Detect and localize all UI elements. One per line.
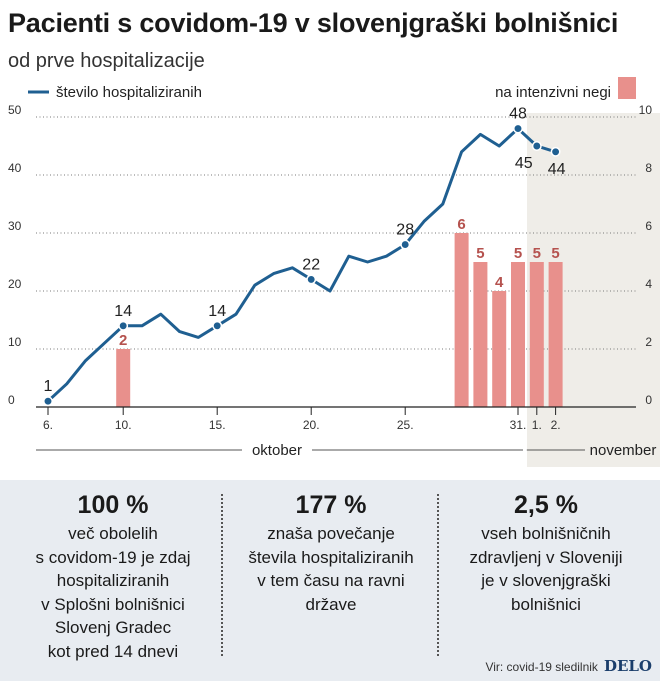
line-point-marker xyxy=(400,239,411,250)
bar-value-label: 6 xyxy=(457,216,465,233)
stat-line: države xyxy=(305,594,357,614)
line-point-label: 1 xyxy=(44,378,53,395)
line-point-label: 48 xyxy=(509,106,527,123)
x-axis-tick-label: 10. xyxy=(115,418,132,432)
line-point-label: 28 xyxy=(396,222,414,239)
line-point-marker xyxy=(212,320,223,331)
month-label: oktober xyxy=(252,442,302,459)
stat-block-1: 100 % več obolelih s covidom-19 je zdaj … xyxy=(8,490,218,663)
bar-value-label: 5 xyxy=(551,245,559,262)
stat-line: hospitaliziranih xyxy=(56,571,170,590)
line-point-marker xyxy=(531,141,542,151)
stat-line: Slovenj Gradec xyxy=(54,618,172,637)
right-axis-tick-label: 0 xyxy=(645,393,652,407)
stat-line: bolnišnici xyxy=(511,594,581,614)
stat-value: 100 % xyxy=(77,491,149,519)
stat-value: 177 % xyxy=(295,491,367,519)
right-axis-tick-label: 6 xyxy=(645,219,652,233)
x-axis-tick-label: 1. xyxy=(532,418,542,432)
line-point-marker xyxy=(306,274,317,285)
x-axis-tick-label: 31. xyxy=(510,418,527,432)
divider xyxy=(221,494,223,656)
month-label: november xyxy=(590,442,657,459)
stat-line: zdravljenj v Sloveniji xyxy=(469,547,623,567)
left-axis-tick-label: 40 xyxy=(8,161,22,175)
month-label-background xyxy=(242,438,312,460)
x-axis-tick-label: 25. xyxy=(397,418,414,432)
bar-value-label: 4 xyxy=(495,274,504,291)
legend-line-label: število hospitaliziranih xyxy=(56,84,202,101)
chart-subtitle: od prve hospitalizacije xyxy=(8,50,205,72)
stat-description: vseh bolnišničnih zdravljenj v Sloveniji… xyxy=(441,522,651,616)
intensive-care-bar xyxy=(548,262,563,407)
x-axis-tick-label: 15. xyxy=(209,418,226,432)
line-point-marker xyxy=(513,123,523,134)
legend-bar-label: na intenzivni negi xyxy=(495,84,611,101)
bar-value-label: 5 xyxy=(533,245,541,262)
source-text: Vir: covid-19 sledilnik xyxy=(485,660,598,674)
left-axis-tick-label: 20 xyxy=(8,277,22,291)
right-axis-tick-label: 4 xyxy=(645,277,652,291)
line-point-marker xyxy=(118,320,129,331)
stats-panel: 100 % več obolelih s covidom-19 je zdaj … xyxy=(0,480,660,681)
line-point-label: 14 xyxy=(114,303,132,320)
intensive-care-bar xyxy=(116,349,131,407)
stat-line: v Splošni bolnišnici xyxy=(41,594,185,614)
intensive-care-bar xyxy=(492,291,507,407)
bar-value-label: 5 xyxy=(514,245,522,262)
line-point-label: 14 xyxy=(208,303,226,320)
stat-line: kot pred 14 dnevi xyxy=(47,641,179,661)
stat-line: je v slovenjgraški xyxy=(481,571,611,590)
stat-line: več obolelih xyxy=(68,524,158,543)
legend-bar-swatch xyxy=(618,77,636,99)
stat-line: v tem času na ravni xyxy=(257,571,405,590)
right-axis-tick-label: 2 xyxy=(645,335,652,349)
stat-block-3: 2,5 % vseh bolnišničnih zdravljenj v Slo… xyxy=(441,490,651,616)
divider xyxy=(437,494,439,656)
left-axis-tick-label: 30 xyxy=(8,219,22,233)
stat-line: števila hospitaliziranih xyxy=(248,547,414,567)
hospitalized-line xyxy=(46,127,558,403)
bar-value-label: 2 xyxy=(119,332,127,349)
stat-line: znaša povečanje xyxy=(267,524,395,543)
source-credit: Vir: covid-19 sledilnik DELO xyxy=(485,657,652,675)
x-axis-tick-label: 20. xyxy=(303,418,320,432)
x-axis-tick-label: 6. xyxy=(43,418,53,432)
right-axis-tick-label: 8 xyxy=(645,161,652,175)
left-axis-tick-label: 0 xyxy=(8,393,15,407)
line-point-marker xyxy=(550,146,561,157)
line-point-label: 44 xyxy=(548,161,566,178)
stat-line: s covidom-19 je zdaj xyxy=(35,547,191,567)
stat-description: znaša povečanje števila hospitaliziranih… xyxy=(226,522,436,616)
line-point-label: 45 xyxy=(515,155,533,172)
line-point-label: 22 xyxy=(302,256,320,273)
stat-value: 2,5 % xyxy=(514,491,578,519)
x-axis-tick-label: 2. xyxy=(551,418,561,432)
left-axis-tick-label: 50 xyxy=(8,103,22,117)
stat-block-2: 177 % znaša povečanje števila hospitaliz… xyxy=(226,490,436,616)
stat-line: vseh bolnišničnih xyxy=(481,524,611,543)
left-axis-tick-label: 10 xyxy=(8,335,22,349)
intensive-care-bar xyxy=(511,262,525,407)
brand-logo: DELO xyxy=(603,657,652,675)
intensive-care-bar xyxy=(454,233,469,407)
intensive-care-bar xyxy=(473,262,488,407)
bar-value-label: 5 xyxy=(476,245,484,262)
stat-description: več obolelih s covidom-19 je zdaj hospit… xyxy=(8,522,218,663)
line-point-marker xyxy=(43,396,53,407)
intensive-care-bar xyxy=(529,262,544,407)
month-label-background xyxy=(585,438,660,460)
right-axis-tick-label: 10 xyxy=(639,103,653,117)
chart-title: Pacienti s covidom-19 v slovenjgraški bo… xyxy=(8,8,619,38)
